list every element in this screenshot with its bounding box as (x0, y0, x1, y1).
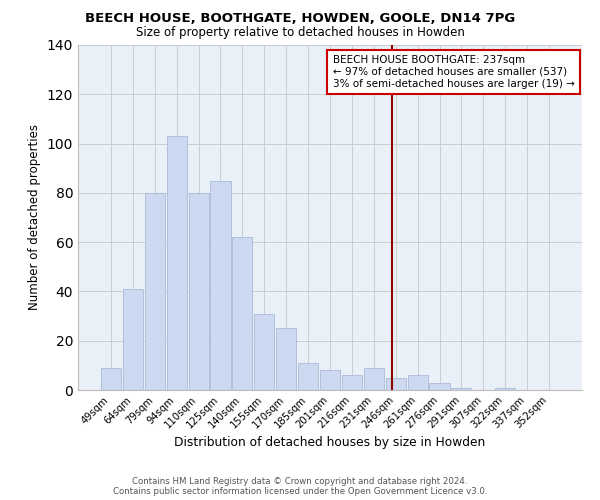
Bar (211, 180, 230, 390)
Text: Size of property relative to detached houses in Howden: Size of property relative to detached ho… (136, 26, 464, 39)
Bar (188, 193, 209, 390)
Text: Contains HM Land Registry data © Crown copyright and database right 2024.
Contai: Contains HM Land Registry data © Crown c… (113, 476, 487, 496)
Bar (407, 375, 428, 390)
Bar (320, 370, 340, 390)
X-axis label: Distribution of detached houses by size in Howden: Distribution of detached houses by size … (175, 436, 485, 449)
Bar (386, 378, 406, 390)
Bar (430, 382, 449, 390)
Bar (145, 193, 165, 390)
Bar (232, 237, 253, 390)
Bar (254, 314, 274, 390)
Bar (101, 368, 121, 390)
Bar (364, 368, 384, 390)
Text: BEECH HOUSE BOOTHGATE: 237sqm
← 97% of detached houses are smaller (537)
3% of s: BEECH HOUSE BOOTHGATE: 237sqm ← 97% of d… (332, 56, 574, 88)
Bar (495, 388, 515, 390)
Bar (123, 289, 143, 390)
Y-axis label: Number of detached properties: Number of detached properties (28, 124, 41, 310)
Bar (298, 363, 318, 390)
Text: BEECH HOUSE, BOOTHGATE, HOWDEN, GOOLE, DN14 7PG: BEECH HOUSE, BOOTHGATE, HOWDEN, GOOLE, D… (85, 12, 515, 26)
Bar (451, 388, 472, 390)
Bar (167, 136, 187, 390)
Bar (342, 375, 362, 390)
Bar (276, 328, 296, 390)
